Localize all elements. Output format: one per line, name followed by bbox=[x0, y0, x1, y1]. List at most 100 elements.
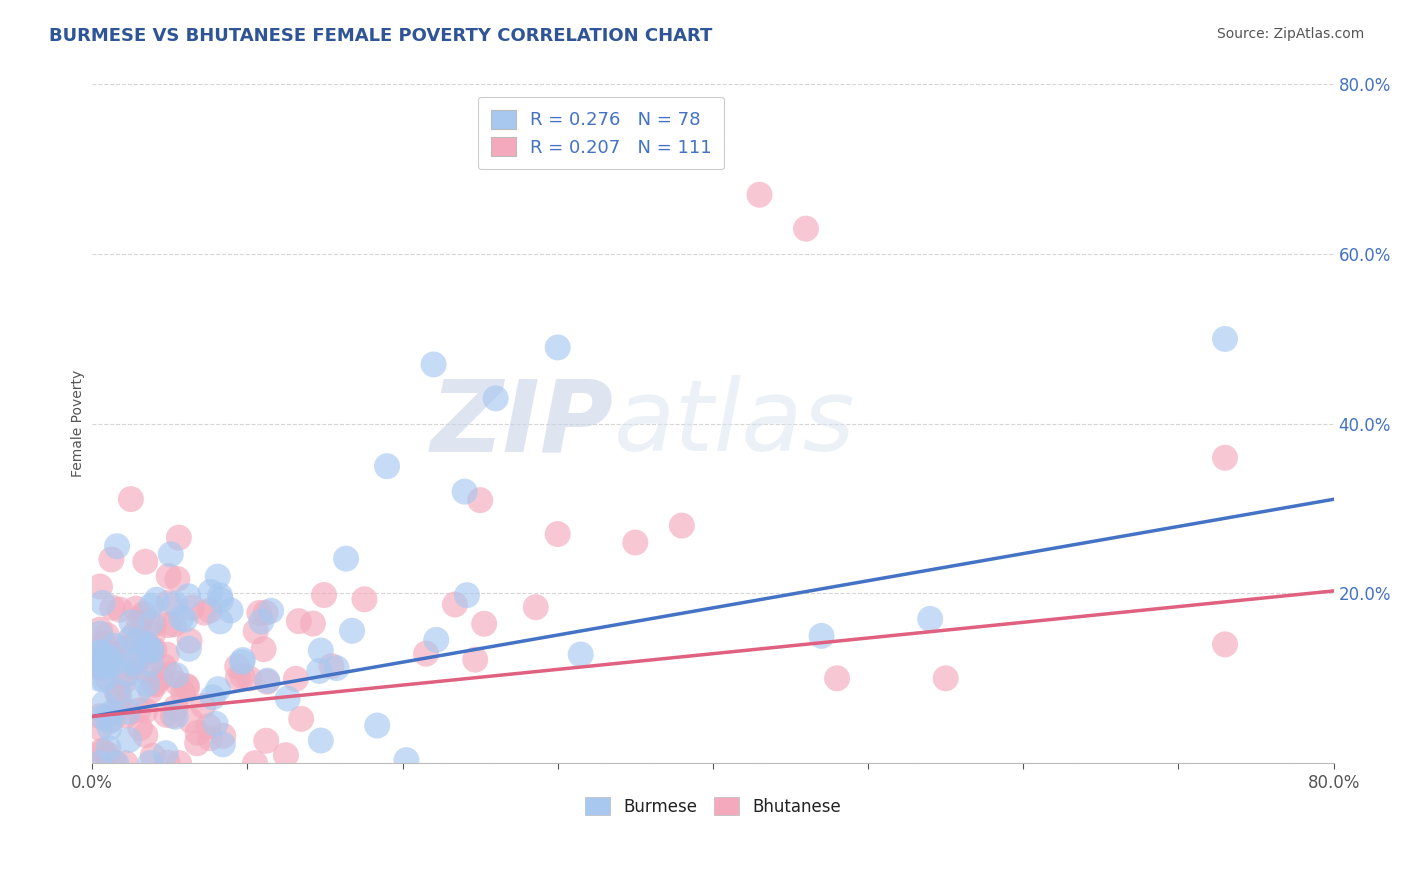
Point bbox=[118, 733, 141, 747]
Point bbox=[284, 672, 307, 686]
Point bbox=[172, 686, 194, 700]
Point bbox=[96, 628, 118, 642]
Point bbox=[108, 700, 131, 714]
Point bbox=[89, 623, 111, 637]
Point bbox=[547, 527, 569, 541]
Point bbox=[114, 668, 136, 682]
Point bbox=[794, 221, 817, 235]
Point bbox=[179, 633, 201, 648]
Point bbox=[136, 637, 159, 651]
Point bbox=[94, 645, 117, 659]
Point bbox=[375, 459, 398, 474]
Point bbox=[212, 729, 235, 743]
Point bbox=[115, 708, 138, 723]
Point bbox=[256, 674, 278, 689]
Point bbox=[91, 596, 114, 610]
Point bbox=[155, 746, 177, 760]
Point bbox=[89, 660, 111, 674]
Point bbox=[134, 555, 156, 569]
Point bbox=[163, 617, 186, 632]
Point bbox=[254, 606, 277, 620]
Point bbox=[920, 612, 942, 626]
Point bbox=[247, 606, 270, 620]
Point bbox=[143, 643, 166, 657]
Point bbox=[89, 709, 111, 723]
Point bbox=[142, 748, 165, 763]
Point bbox=[97, 672, 120, 686]
Point bbox=[156, 648, 179, 662]
Point bbox=[395, 753, 418, 767]
Point bbox=[89, 626, 111, 640]
Point bbox=[935, 671, 957, 685]
Point bbox=[219, 603, 242, 617]
Point bbox=[89, 660, 111, 674]
Point bbox=[309, 643, 332, 657]
Point bbox=[238, 672, 260, 686]
Point bbox=[89, 652, 111, 666]
Point bbox=[180, 714, 202, 728]
Point bbox=[288, 614, 311, 628]
Point bbox=[143, 676, 166, 690]
Point bbox=[456, 588, 478, 602]
Point bbox=[139, 756, 162, 771]
Point bbox=[127, 685, 149, 699]
Point bbox=[157, 569, 180, 583]
Point bbox=[97, 741, 120, 756]
Point bbox=[165, 668, 187, 682]
Point bbox=[209, 593, 232, 607]
Point bbox=[232, 653, 254, 667]
Point bbox=[290, 712, 312, 726]
Point bbox=[89, 672, 111, 686]
Point bbox=[198, 731, 221, 746]
Point bbox=[105, 756, 128, 771]
Point bbox=[181, 600, 204, 615]
Point bbox=[198, 603, 221, 617]
Point bbox=[143, 617, 166, 632]
Point bbox=[162, 708, 184, 723]
Point bbox=[120, 492, 142, 507]
Point bbox=[131, 610, 153, 624]
Point bbox=[1213, 637, 1236, 651]
Point bbox=[444, 598, 467, 612]
Point bbox=[254, 733, 277, 747]
Point bbox=[209, 589, 232, 603]
Point bbox=[127, 704, 149, 718]
Point bbox=[89, 654, 111, 668]
Point bbox=[547, 340, 569, 354]
Point bbox=[93, 673, 115, 687]
Point bbox=[101, 712, 124, 726]
Point bbox=[112, 676, 135, 690]
Point bbox=[132, 607, 155, 621]
Point bbox=[103, 756, 125, 770]
Point bbox=[453, 484, 475, 499]
Point bbox=[98, 714, 121, 729]
Point bbox=[136, 677, 159, 691]
Point bbox=[302, 616, 325, 631]
Point bbox=[209, 615, 232, 629]
Point bbox=[141, 599, 163, 613]
Point bbox=[353, 592, 375, 607]
Text: Source: ZipAtlas.com: Source: ZipAtlas.com bbox=[1216, 27, 1364, 41]
Point bbox=[415, 647, 437, 661]
Point bbox=[624, 535, 647, 549]
Point bbox=[321, 659, 343, 673]
Point bbox=[524, 600, 547, 615]
Point bbox=[177, 641, 200, 656]
Point bbox=[186, 736, 208, 750]
Point bbox=[141, 642, 163, 657]
Point bbox=[170, 611, 193, 625]
Point bbox=[105, 539, 128, 553]
Point bbox=[260, 604, 283, 618]
Point bbox=[89, 646, 111, 660]
Point bbox=[139, 644, 162, 658]
Point bbox=[212, 738, 235, 752]
Point bbox=[97, 651, 120, 665]
Point bbox=[89, 652, 111, 666]
Point bbox=[226, 659, 249, 673]
Point bbox=[122, 629, 145, 643]
Point bbox=[93, 697, 115, 711]
Point bbox=[149, 672, 172, 686]
Point bbox=[166, 676, 188, 690]
Point bbox=[98, 721, 121, 735]
Point bbox=[245, 624, 267, 639]
